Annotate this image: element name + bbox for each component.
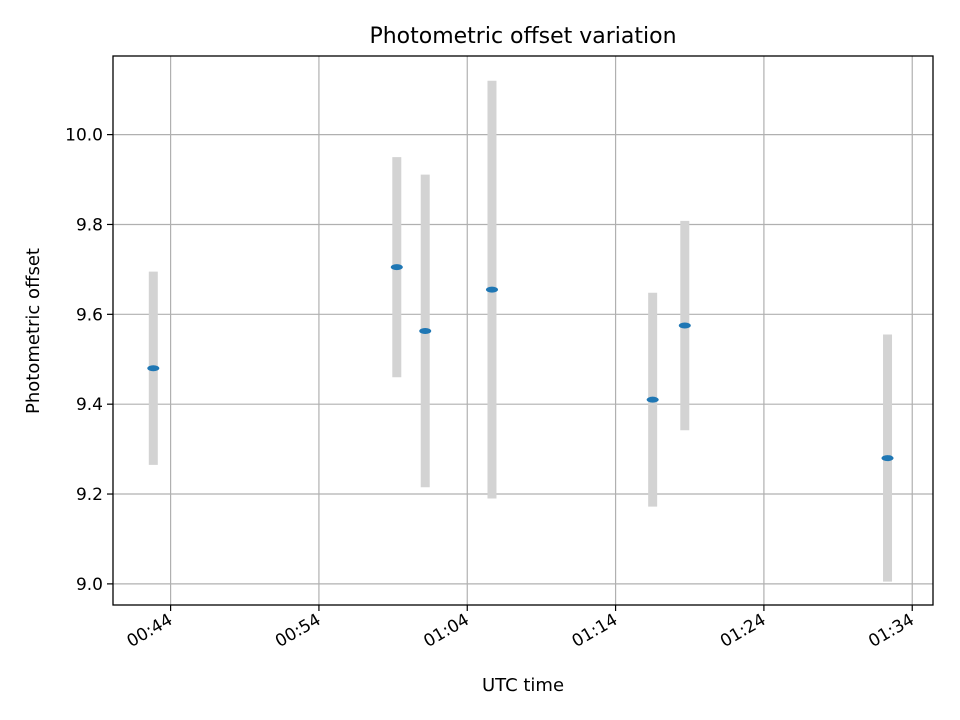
x-axis-label: UTC time bbox=[482, 675, 564, 696]
chart-title: Photometric offset variation bbox=[369, 24, 676, 49]
data-point bbox=[678, 322, 691, 329]
y-tick-label: 9.6 bbox=[76, 305, 103, 325]
data-point bbox=[419, 327, 432, 334]
data-point bbox=[485, 286, 498, 293]
x-tick-label: 01:34 bbox=[865, 610, 917, 652]
y-tick-label: 9.4 bbox=[76, 395, 103, 415]
x-tick-label: 00:54 bbox=[272, 610, 324, 652]
y-tick-label: 10.0 bbox=[65, 126, 103, 146]
data-point bbox=[147, 365, 160, 372]
grid bbox=[113, 56, 933, 605]
data-point bbox=[881, 455, 894, 462]
plot-frame bbox=[112, 55, 934, 606]
data-points bbox=[147, 264, 894, 462]
y-tick-label: 9.8 bbox=[76, 215, 103, 235]
x-tick-label: 01:24 bbox=[717, 610, 769, 652]
data-point bbox=[646, 396, 659, 403]
y-axis-ticks: 9.0 9.2 9.4 9.6 9.8 10.0 bbox=[65, 126, 113, 595]
y-tick-label: 9.0 bbox=[76, 575, 103, 595]
x-tick-label: 01:04 bbox=[420, 610, 472, 652]
y-axis-label: Photometric offset bbox=[23, 248, 44, 414]
y-tick-label: 9.2 bbox=[76, 485, 103, 505]
error-bars bbox=[148, 80, 893, 582]
x-tick-label: 01:14 bbox=[569, 610, 621, 652]
data-point bbox=[390, 264, 403, 271]
x-tick-label: 00:44 bbox=[124, 610, 176, 652]
x-axis-ticks: 00:44 00:54 01:04 01:14 01:24 01:34 bbox=[124, 605, 918, 652]
